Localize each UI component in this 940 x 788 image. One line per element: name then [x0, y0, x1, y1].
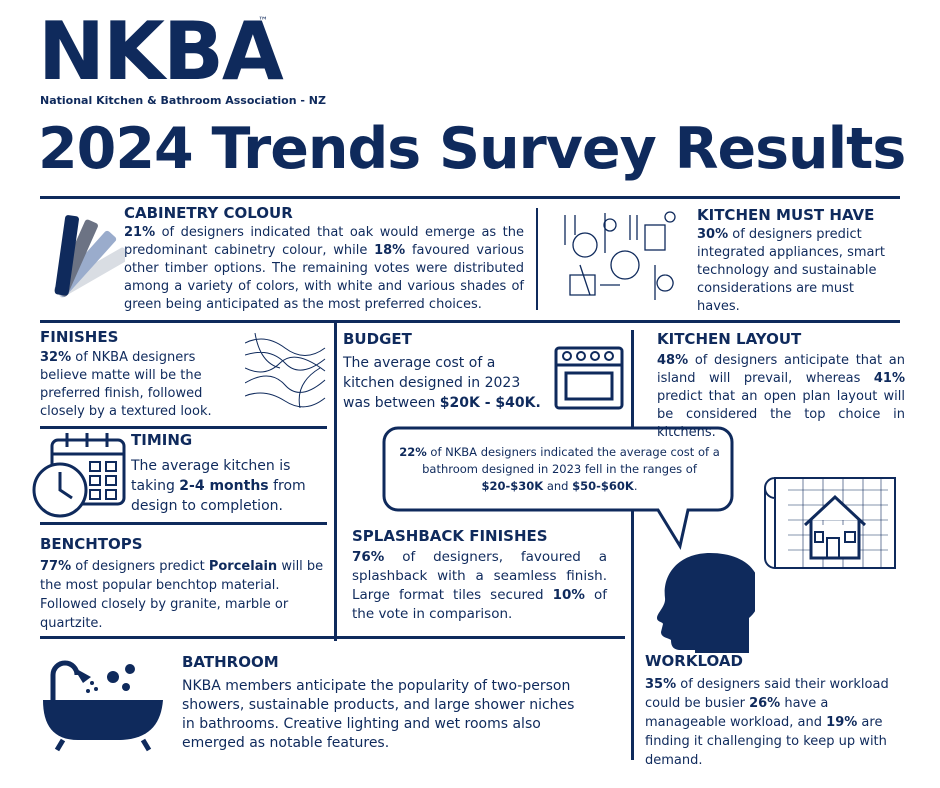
text-run: have a manageable workload, and [645, 696, 829, 730]
section-heading: BATHROOM [182, 653, 279, 671]
title: 2024 Trends Survey Results [38, 116, 906, 182]
highlight: 19% [826, 715, 858, 730]
texture-icon [245, 333, 326, 408]
highlight: $50-$60K [572, 479, 634, 493]
section-body: The average kitchen is taking 2-4 months… [131, 456, 336, 516]
highlight: 18% [374, 243, 406, 258]
text-run: The average kitchen is taking [131, 458, 291, 494]
highlight: 10% [552, 587, 585, 603]
oven-icon [554, 346, 624, 410]
highlight: $20-$30K [481, 479, 544, 493]
section-body: 32% of NKBA designers believe matte will… [40, 349, 240, 421]
highlight: 21% [124, 225, 156, 240]
text-run: of designers anticipate that an island w… [657, 353, 905, 386]
section-heading: FINISHES [40, 328, 119, 346]
divider [40, 426, 327, 429]
section-heading: TIMING [131, 431, 193, 449]
section-heading: BENCHTOPS [40, 535, 143, 553]
highlight: $20K - $40K. [439, 395, 541, 411]
text-run: of NKBA designers believe matte will be … [40, 350, 212, 419]
utensils-icon [564, 211, 676, 300]
swatch-icon [42, 215, 125, 298]
text-run: from design to completion. [131, 478, 306, 514]
divider [40, 636, 625, 639]
logo-subtitle: National Kitchen & Bathroom Association … [40, 94, 326, 107]
section-body: 30% of designers predict integrated appl… [697, 226, 889, 316]
section-heading: SPLASHBACK FINISHES [352, 527, 548, 545]
section-body: NKBA members anticipate the popularity o… [182, 677, 577, 753]
text-run: predict that an open plan layout will be… [657, 389, 905, 440]
text-run: The average cost of a kitchen designed i… [343, 355, 521, 411]
section-heading: WORKLOAD [645, 652, 743, 670]
section-heading: KITCHEN MUST HAVE [697, 206, 875, 224]
divider [40, 196, 900, 199]
divider [536, 208, 538, 310]
section-body: 48% of designers anticipate that an isla… [657, 352, 905, 442]
highlight: 22% [399, 445, 427, 459]
logo-mark: NKBA [38, 5, 284, 98]
text-run: and [543, 479, 573, 493]
text-run: of designers indicated that oak would em… [124, 225, 524, 258]
text-run: are finding it challenging to keep up wi… [645, 715, 887, 768]
text-run: of designers, favoured a splashback with… [352, 549, 607, 603]
highlight: 48% [657, 353, 689, 368]
divider [40, 320, 900, 323]
section-heading: BUDGET [343, 330, 412, 348]
highlight: 26% [749, 696, 781, 711]
highlight: 2-4 months [179, 478, 269, 494]
text-run: . [633, 479, 638, 493]
bathtub-icon [43, 660, 163, 752]
highlight: 32% [40, 350, 72, 365]
trademark: ™ [258, 16, 268, 27]
bubble-text: 22% of NKBA designers indicated the aver… [392, 444, 727, 495]
blueprint-icon [764, 477, 896, 569]
text-run: of designers predict integrated applianc… [697, 227, 885, 314]
divider [334, 323, 337, 641]
section-heading: KITCHEN LAYOUT [657, 330, 802, 348]
text-run: of designers said their workload could b… [645, 677, 889, 711]
text-run: NKBA members anticipate the popularity o… [182, 678, 575, 751]
text-run: favoured various other timber options. T… [124, 243, 525, 312]
text-run: will be the most popular benchtop materi… [40, 559, 324, 631]
speech-bubble [382, 426, 734, 550]
highlight: 41% [873, 371, 905, 386]
text-run: of NKBA designers indicated the average … [422, 445, 720, 476]
calendar-icon [32, 433, 126, 518]
divider [631, 330, 634, 760]
highlight: Porcelain [208, 559, 278, 574]
section-body: 76% of designers, favoured a splashback … [352, 548, 607, 624]
highlight: 77% [40, 559, 72, 574]
highlight: 35% [645, 677, 677, 692]
text-run: of the vote in comparison. [352, 587, 607, 622]
divider [40, 522, 327, 525]
text-run: of designers predict [71, 559, 209, 574]
highlight: 30% [697, 227, 729, 242]
head-icon [657, 553, 755, 653]
highlight: 76% [352, 549, 385, 565]
section-body: 35% of designers said their workload cou… [645, 675, 907, 770]
section-body: The average cost of a kitchen designed i… [343, 353, 551, 413]
section-heading: CABINETRY COLOUR [124, 204, 293, 222]
section-body: 21% of designers indicated that oak woul… [124, 224, 524, 314]
section-body: 77% of designers predict Porcelain will … [40, 557, 325, 633]
